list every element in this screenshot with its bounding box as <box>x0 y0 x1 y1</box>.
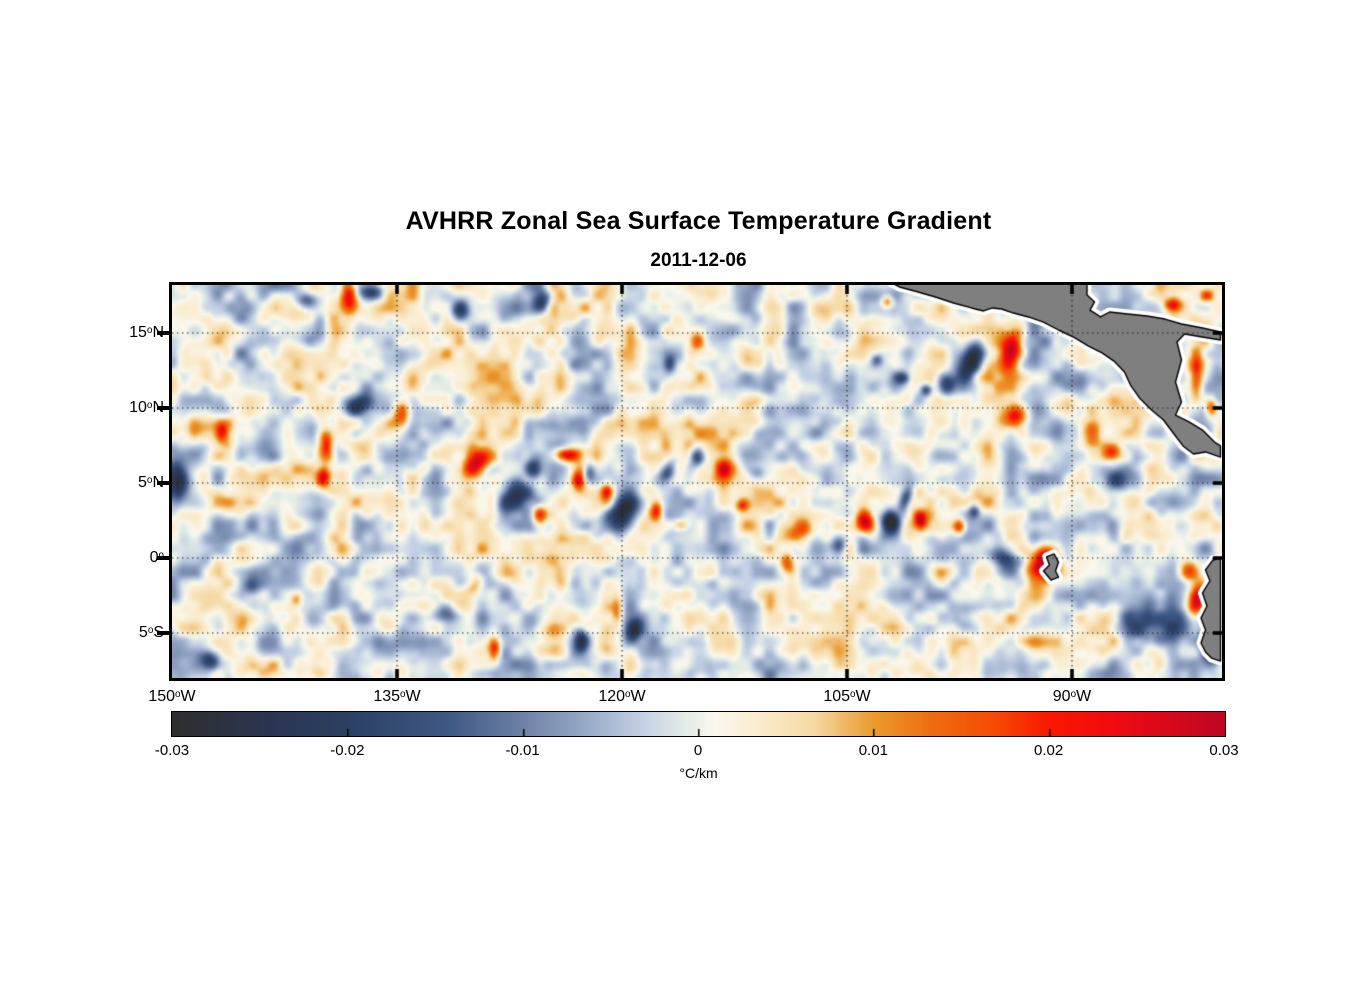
colorbar <box>171 711 1226 737</box>
xtick-label: 105oW <box>823 688 871 705</box>
ytick-mark <box>157 556 169 560</box>
xtick-label: 90oW <box>1052 688 1092 705</box>
ytick-label: 15oN <box>129 324 164 341</box>
colorbar-tick-label: -0.02 <box>330 742 365 759</box>
xtick-label: 150oW <box>148 688 196 705</box>
colorbar-tick-label: -0.03 <box>154 742 190 759</box>
colorbar-tick-label: 0.02 <box>1034 742 1064 759</box>
ytick-label: 0o <box>149 549 164 566</box>
colorbar-tick-label: 0 <box>693 742 703 759</box>
xtick-label: 135oW <box>373 688 421 705</box>
colorbar-tick-label: 0.03 <box>1209 742 1239 759</box>
xtick-label: 120oW <box>598 688 646 705</box>
ytick-label: 5oN <box>138 474 164 491</box>
ytick-mark <box>157 481 169 485</box>
colorbar-tick-label: -0.01 <box>505 742 540 759</box>
map-plot <box>169 282 1225 681</box>
ytick-mark <box>157 331 169 335</box>
colorbar-tick-label: 0.01 <box>858 742 888 759</box>
ytick-label: 5oS <box>138 624 164 641</box>
colorbar-canvas <box>172 712 1225 736</box>
figure-title: AVHRR Zonal Sea Surface Temperature Grad… <box>405 207 992 235</box>
map-canvas <box>172 285 1222 678</box>
colorbar-unit: °C/km <box>679 765 718 781</box>
figure-subtitle: 2011-12-06 <box>650 250 747 271</box>
ytick-label: 10oN <box>129 399 164 416</box>
ytick-mark <box>157 631 169 635</box>
ytick-mark <box>157 406 169 410</box>
